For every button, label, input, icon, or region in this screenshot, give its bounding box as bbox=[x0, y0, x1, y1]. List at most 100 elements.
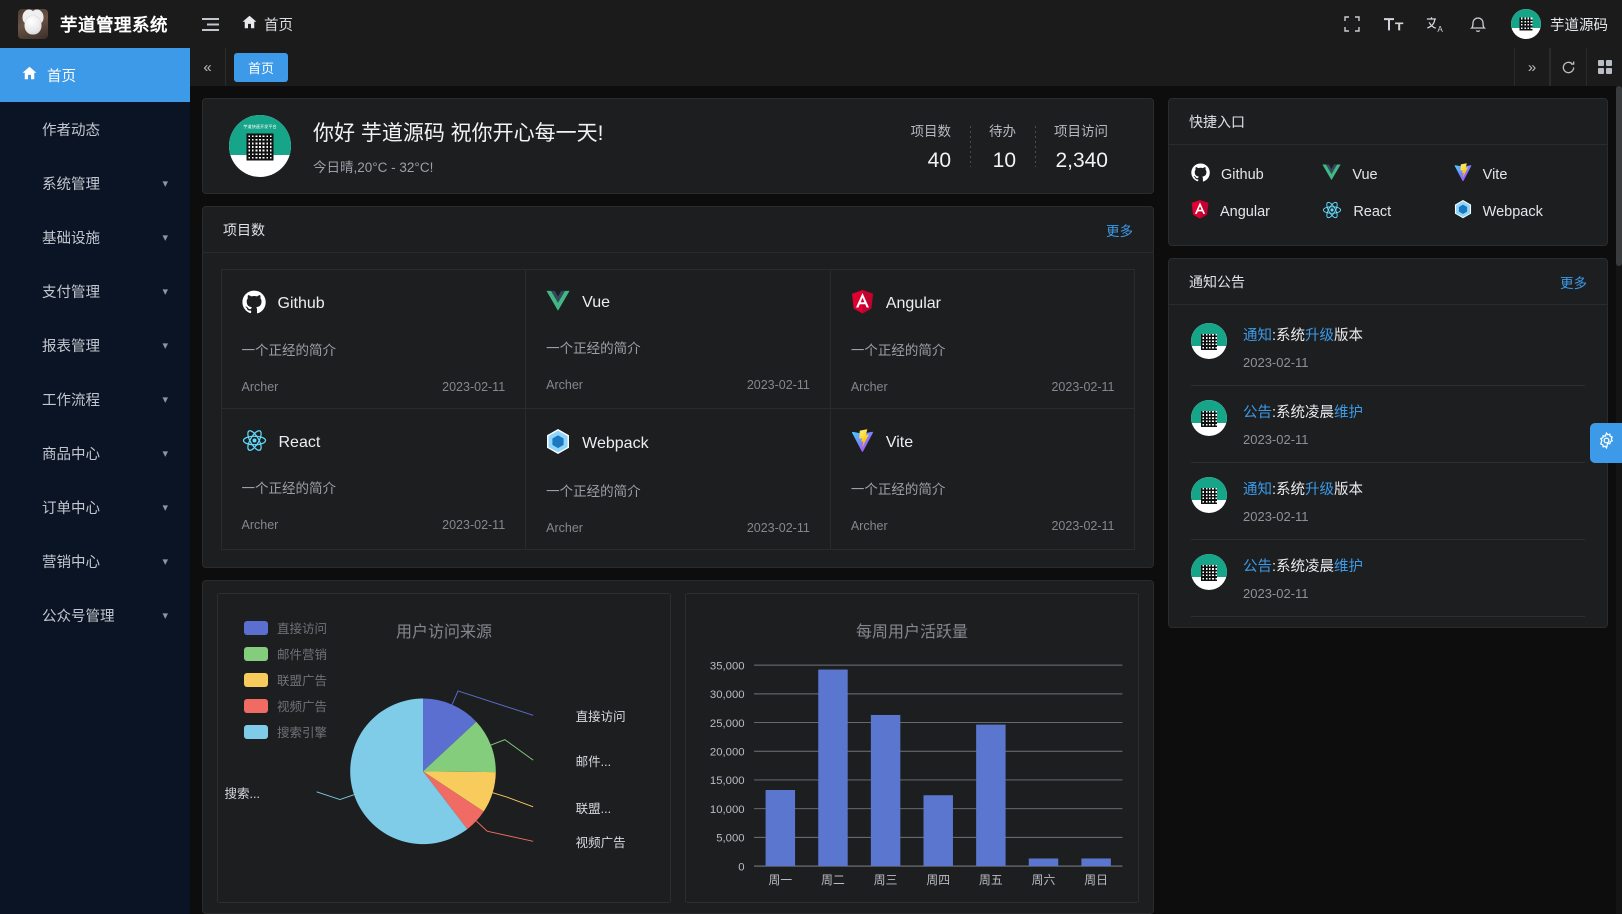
project-card-vite[interactable]: Vite 一个正经的简介 Archer 2023-02-11 bbox=[829, 407, 1136, 550]
quick-entry-react[interactable]: React bbox=[1322, 200, 1453, 223]
pie-leader-line bbox=[490, 739, 534, 761]
refresh-icon[interactable] bbox=[1550, 48, 1586, 86]
pie-slice[interactable] bbox=[350, 698, 468, 845]
quick-entry-angular[interactable]: Angular bbox=[1191, 200, 1322, 223]
stat-label: 项目数 bbox=[910, 123, 952, 139]
vue-icon bbox=[546, 290, 570, 317]
quick-entry-label: Github bbox=[1221, 166, 1264, 183]
notice-title[interactable]: 通知:系统升级版本 bbox=[1243, 478, 1363, 499]
notice-prefix: 公告 bbox=[1243, 559, 1272, 575]
user-menu[interactable]: 芋道源码 bbox=[1501, 9, 1608, 39]
page-scrollbar[interactable] bbox=[1616, 86, 1622, 914]
notice-item[interactable]: 通知:系统升级版本 2023-02-11 bbox=[1191, 309, 1585, 386]
legend-item[interactable]: 搜索引擎 bbox=[244, 722, 327, 741]
quick-entry-vue[interactable]: Vue bbox=[1322, 163, 1453, 186]
bar[interactable] bbox=[818, 669, 848, 867]
grid-icon[interactable] bbox=[1586, 48, 1622, 86]
pie-slice[interactable] bbox=[423, 771, 496, 812]
legend-item[interactable]: 视频广告 bbox=[244, 696, 327, 715]
bell-icon[interactable] bbox=[1459, 0, 1497, 48]
brand[interactable]: 芋道管理系统 bbox=[0, 9, 190, 39]
notices-more-link[interactable]: 更多 bbox=[1560, 275, 1587, 291]
quick-entry-vite[interactable]: Vite bbox=[1454, 163, 1585, 186]
fullscreen-icon[interactable] bbox=[1333, 0, 1371, 48]
pie-graphic: 直接访问 邮件... 联盟... 视频广告 搜索... bbox=[218, 594, 670, 902]
sidebar-item-order-center[interactable]: 订单中心 ▾ bbox=[0, 480, 190, 534]
hamburger-icon[interactable] bbox=[190, 0, 230, 48]
chevron-down-icon: ▾ bbox=[162, 285, 168, 298]
project-date: 2023-02-11 bbox=[442, 379, 506, 394]
notice-item[interactable]: 公告:系统凌晨维护 2023-02-11 bbox=[1191, 540, 1585, 617]
project-date: 2023-02-11 bbox=[746, 520, 810, 535]
bar[interactable] bbox=[1028, 858, 1059, 867]
banner-text: 你好 芋道源码 祝你开心每一天! 今日晴,20°C - 32°C! bbox=[313, 117, 604, 176]
chevron-double-left-icon[interactable]: « bbox=[190, 48, 226, 86]
project-author: Archer bbox=[850, 379, 888, 394]
projects-more-link[interactable]: 更多 bbox=[1106, 223, 1133, 239]
sidebar-item-label: 首页 bbox=[47, 68, 76, 85]
chevron-double-right-icon[interactable]: » bbox=[1514, 48, 1550, 86]
legend-item[interactable]: 直接访问 bbox=[244, 618, 327, 637]
pie-legend: 直接访问 邮件营销 联盟广告 bbox=[244, 618, 327, 748]
tab-home[interactable]: 首页 bbox=[234, 52, 289, 82]
notice-title[interactable]: 通知:系统升级版本 bbox=[1243, 324, 1363, 345]
project-name: Angular bbox=[885, 295, 941, 312]
quick-entry-card: 快捷入口 Github bbox=[1168, 98, 1608, 246]
legend-item[interactable]: 联盟广告 bbox=[244, 670, 327, 689]
sidebar-item-payment-management[interactable]: 支付管理 ▾ bbox=[0, 264, 190, 318]
bar[interactable] bbox=[1081, 858, 1111, 867]
sidebar-item-product-center[interactable]: 商品中心 ▾ bbox=[0, 426, 190, 480]
notice-title[interactable]: 公告:系统凌晨维护 bbox=[1243, 555, 1363, 576]
chevron-down-icon: ▾ bbox=[162, 501, 168, 514]
sidebar-item-label: 商品中心 bbox=[42, 446, 100, 463]
project-card-react[interactable]: React 一个正经的简介 Archer 2023-02-11 bbox=[220, 407, 527, 550]
sidebar-item-author-news[interactable]: 作者动态 bbox=[0, 102, 190, 156]
notice-title[interactable]: 公告:系统凌晨维护 bbox=[1243, 401, 1363, 422]
legend-item[interactable]: 邮件营销 bbox=[244, 644, 327, 663]
sidebar-item-home[interactable]: 首页 bbox=[0, 48, 190, 102]
sidebar-item-marketing-center[interactable]: 营销中心 ▾ bbox=[0, 534, 190, 588]
project-card-vue[interactable]: Vue 一个正经的简介 Archer 2023-02-11 bbox=[525, 268, 831, 409]
legend-label: 联盟广告 bbox=[277, 674, 328, 688]
pie-chart-panel: 用户访问来源 直接访问 邮件营销 bbox=[217, 593, 671, 903]
pie-slice[interactable] bbox=[423, 771, 484, 830]
notice-date: 2023-02-11 bbox=[1243, 586, 1309, 601]
breadcrumb[interactable]: 首页 bbox=[242, 14, 293, 35]
bar[interactable] bbox=[870, 714, 901, 867]
side-column: 快捷入口 Github bbox=[1168, 98, 1608, 914]
project-author: Archer bbox=[546, 520, 583, 535]
sidebar-item-system-management[interactable]: 系统管理 ▾ bbox=[0, 156, 190, 210]
bar[interactable] bbox=[976, 724, 1006, 867]
notice-avatar bbox=[1191, 323, 1227, 359]
sidebar-item-infrastructure[interactable]: 基础设施 ▾ bbox=[0, 210, 190, 264]
quick-entry-header: 快捷入口 bbox=[1169, 99, 1607, 145]
pie-slice[interactable] bbox=[423, 698, 477, 772]
sidebar-item-official-account[interactable]: 公众号管理 ▾ bbox=[0, 588, 190, 642]
project-desc: 一个正经的简介 bbox=[850, 342, 946, 358]
quick-entry-webpack[interactable]: Webpack bbox=[1454, 200, 1585, 223]
bar[interactable] bbox=[765, 789, 796, 867]
angular-icon bbox=[851, 289, 874, 319]
sidebar-item-workflow[interactable]: 工作流程 ▾ bbox=[0, 372, 190, 426]
legend-swatch bbox=[244, 698, 268, 713]
project-card-angular[interactable]: Angular 一个正经的简介 Archer 2023-02-11 bbox=[829, 268, 1136, 409]
notice-sep: : bbox=[1272, 405, 1277, 421]
notice-mid: 系统凌晨 bbox=[1276, 405, 1335, 421]
project-card-github[interactable]: Github 一个正经的简介 Archer 2023-02-11 bbox=[220, 268, 527, 409]
sidebar-item-report-management[interactable]: 报表管理 ▾ bbox=[0, 318, 190, 372]
brand-logo-icon bbox=[18, 9, 48, 39]
stat-label: 项目访问 bbox=[1054, 123, 1108, 139]
bar[interactable] bbox=[923, 795, 953, 867]
quick-entry-github[interactable]: Github bbox=[1191, 163, 1322, 186]
notice-item[interactable]: 公告:系统凌晨维护 2023-02-11 bbox=[1191, 386, 1585, 463]
translate-icon[interactable]: A bbox=[1417, 0, 1455, 48]
font-size-icon[interactable] bbox=[1375, 0, 1413, 48]
pie-slice[interactable] bbox=[423, 721, 496, 773]
project-card-webpack[interactable]: Webpack 一个正经的简介 Archer 2023-02-11 bbox=[525, 407, 831, 550]
scrollbar-thumb[interactable] bbox=[1616, 86, 1622, 266]
notice-date: 2023-02-11 bbox=[1243, 355, 1309, 370]
tabs-scroll: 首页 bbox=[226, 48, 1514, 86]
settings-fab-button[interactable] bbox=[1590, 423, 1622, 463]
notice-item[interactable]: 通知:系统升级版本 2023-02-11 bbox=[1191, 463, 1585, 540]
bar-chart-title: 每周用户活跃量 bbox=[855, 624, 968, 641]
